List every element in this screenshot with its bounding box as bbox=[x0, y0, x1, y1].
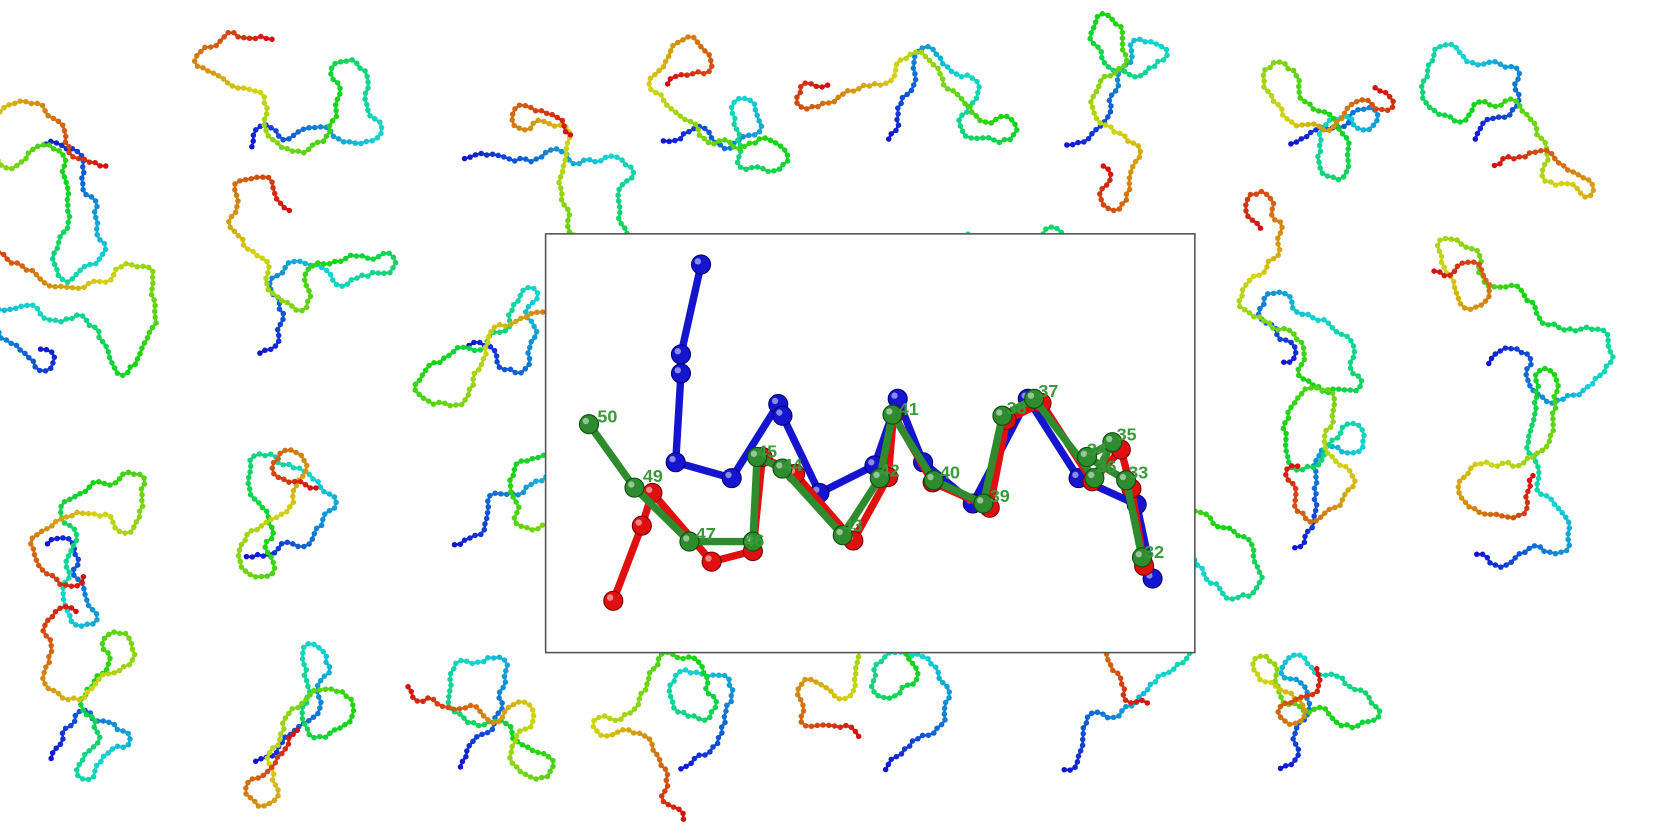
structure-tile bbox=[226, 174, 398, 356]
chain-atom bbox=[0, 330, 2, 335]
chain-atom bbox=[1492, 163, 1497, 168]
page: {"inset": {"labels": ["50", "49", "47", … bbox=[0, 0, 1658, 823]
chain-atom bbox=[1258, 225, 1263, 230]
structure-tile bbox=[28, 470, 147, 629]
chain-atom bbox=[287, 208, 292, 213]
structure-tile bbox=[236, 447, 339, 579]
chain-atom bbox=[1431, 268, 1436, 273]
chain-atom bbox=[1372, 85, 1377, 90]
structure-tile bbox=[0, 98, 109, 284]
chain-atom bbox=[665, 81, 670, 86]
structure-tile bbox=[0, 223, 159, 378]
chain-atom bbox=[825, 82, 830, 87]
structure-tile bbox=[1419, 42, 1596, 200]
chain-atom bbox=[269, 37, 274, 42]
structure-tile bbox=[1281, 385, 1367, 550]
figure: 504947464544434241403938373635343332 bbox=[0, 0, 1658, 823]
structure-tile bbox=[794, 44, 1019, 145]
structure-tile bbox=[1236, 189, 1364, 395]
structure-tile bbox=[646, 34, 790, 174]
chain-atom bbox=[81, 574, 86, 579]
structure-tile bbox=[192, 30, 384, 155]
chain-atom bbox=[313, 485, 318, 490]
chain-atom bbox=[568, 132, 573, 137]
structure-tile bbox=[1261, 59, 1396, 182]
structure-tile bbox=[1064, 11, 1170, 213]
structure-tile bbox=[1431, 236, 1615, 406]
chain-atom bbox=[103, 163, 108, 168]
chain-atom bbox=[1101, 163, 1106, 168]
